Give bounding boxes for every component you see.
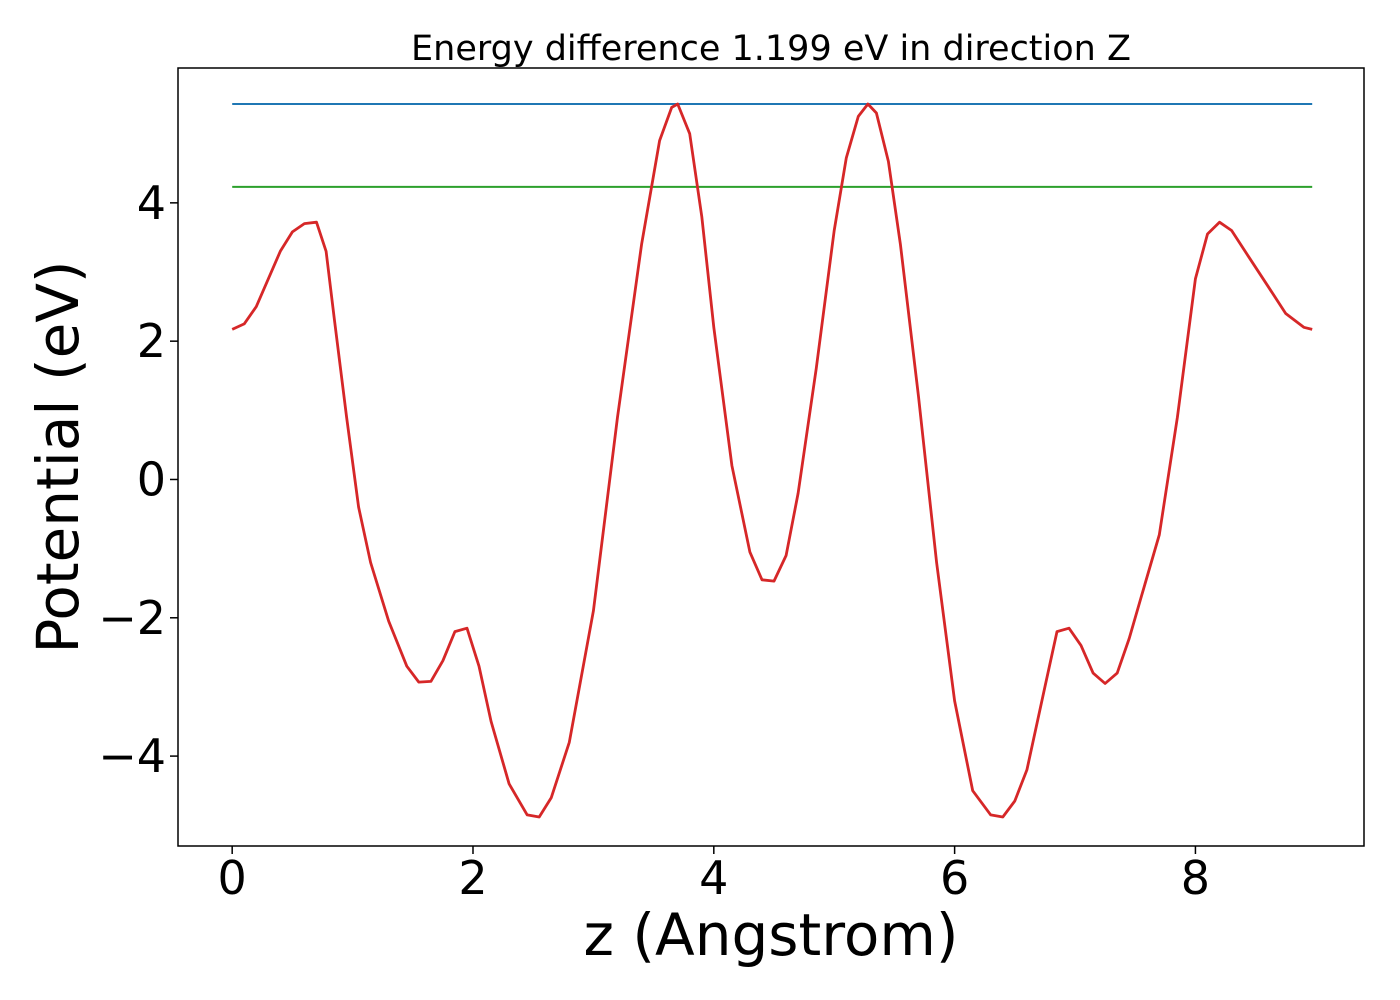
series-line-3 [231,102,1313,819]
y-tick-label: 0 [137,452,166,506]
y-tick-label: 4 [137,176,166,230]
x-tick-label: 0 [218,851,247,905]
plot-frame [177,67,1365,847]
y-tick-label: −2 [98,591,166,645]
y-axis: −4 −2 0 2 4 [98,176,178,783]
chart-title: Energy difference 1.199 eV in direction … [411,29,1131,69]
y-tick-label: 2 [137,314,166,368]
y-tick-label: −4 [98,729,166,783]
plot-area [231,102,1313,819]
x-tick-label: 6 [940,851,969,905]
x-tick-label: 2 [458,851,487,905]
x-tick-label: 8 [1181,851,1210,905]
x-tick-label: 4 [699,851,728,905]
x-axis-label: z (Angstrom) [584,901,959,969]
x-axis: 0 2 4 6 8 [218,846,1210,905]
y-axis-label: Potential (eV) [24,260,92,653]
